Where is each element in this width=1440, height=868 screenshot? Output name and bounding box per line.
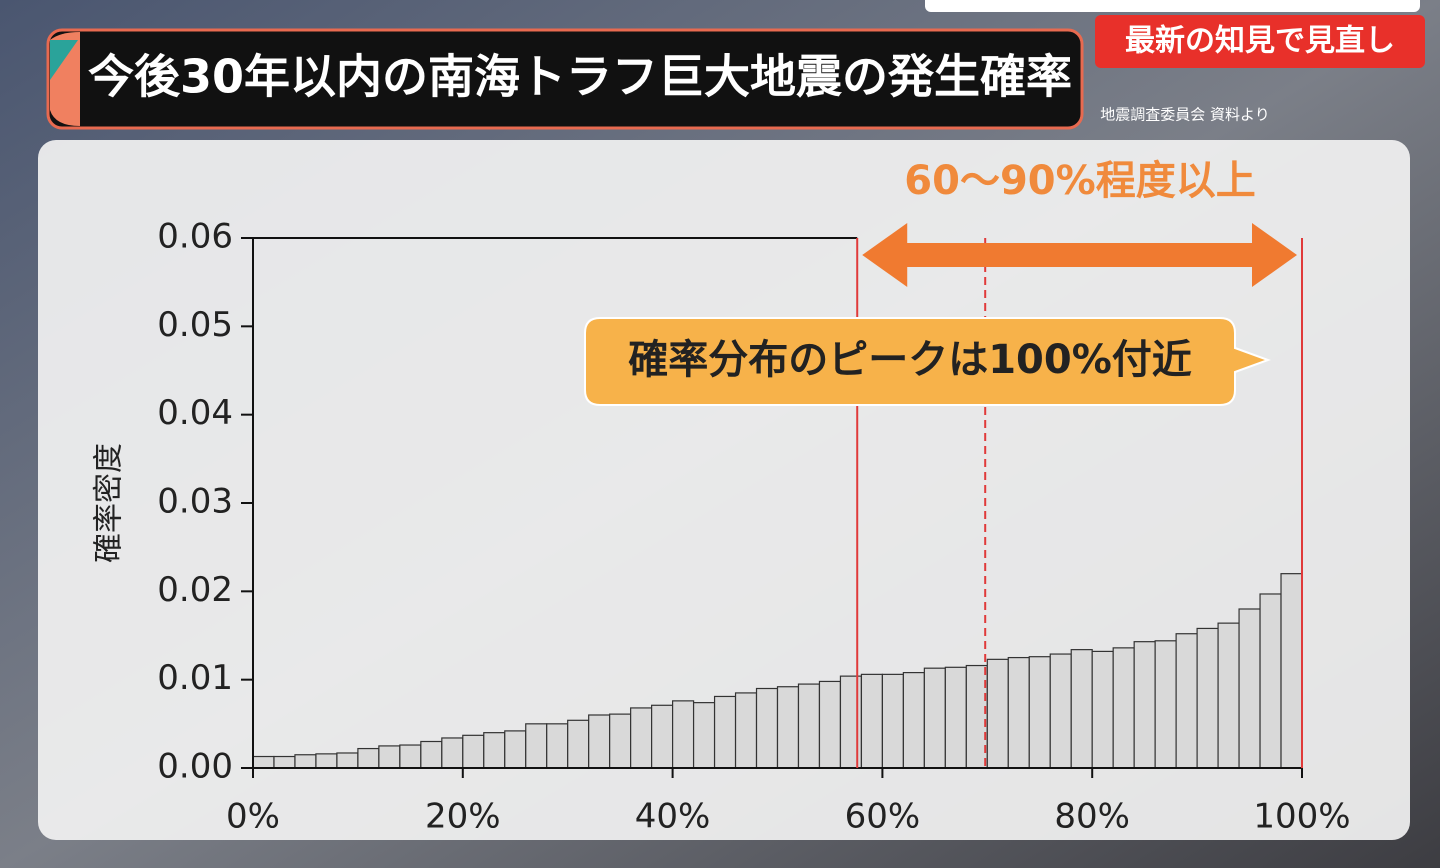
bar bbox=[1238, 608, 1261, 769]
bar bbox=[755, 687, 779, 769]
x-tick-label: 20% bbox=[425, 797, 501, 837]
bar bbox=[1280, 573, 1303, 769]
bar bbox=[420, 740, 443, 769]
y-tick-label: 0.00 bbox=[157, 747, 233, 787]
bar bbox=[965, 664, 988, 769]
y-tick-label: 0.01 bbox=[157, 658, 233, 698]
bar bbox=[399, 744, 422, 769]
bar bbox=[252, 755, 275, 769]
source: 地震調査委員会 資料より bbox=[1100, 106, 1269, 124]
bar bbox=[315, 753, 338, 769]
badge-box bbox=[1095, 15, 1425, 68]
bar bbox=[1091, 650, 1114, 769]
bar bbox=[441, 737, 464, 769]
bar bbox=[671, 700, 695, 769]
range-label: 60〜90%程度以上 bbox=[904, 158, 1255, 204]
bar bbox=[1112, 647, 1135, 769]
bar bbox=[294, 754, 317, 769]
bar bbox=[986, 658, 1009, 769]
top-box bbox=[925, 0, 1420, 12]
bar bbox=[1217, 622, 1240, 769]
bar bbox=[1259, 593, 1282, 769]
y-tick-label: 0.02 bbox=[157, 570, 233, 610]
bar bbox=[713, 695, 737, 769]
y-axis-label: 確率密度 bbox=[92, 443, 127, 563]
bar bbox=[1049, 653, 1072, 769]
bar bbox=[336, 752, 359, 769]
bar bbox=[462, 734, 485, 769]
range-arrow bbox=[862, 223, 1297, 287]
x-tick-label: 60% bbox=[845, 797, 921, 837]
bar bbox=[504, 730, 527, 769]
badge: 最新の知見で見直し bbox=[1125, 24, 1395, 59]
bar bbox=[1196, 627, 1219, 769]
bar bbox=[839, 675, 863, 769]
y-tick-label: 0.03 bbox=[157, 482, 233, 522]
bar bbox=[734, 692, 758, 769]
bar bbox=[378, 745, 401, 769]
title-box bbox=[46, 28, 1084, 130]
bar bbox=[525, 723, 548, 769]
x-tick-label: 40% bbox=[635, 797, 711, 837]
bar bbox=[1133, 641, 1156, 769]
x-tick-label: 0% bbox=[226, 797, 280, 837]
bar bbox=[692, 702, 716, 769]
bar bbox=[1070, 649, 1093, 769]
x-tick-label: 100% bbox=[1253, 797, 1350, 837]
callout-box bbox=[584, 317, 1271, 406]
bar bbox=[1154, 640, 1177, 769]
bar bbox=[483, 732, 506, 769]
bar bbox=[944, 666, 967, 769]
bar bbox=[1007, 656, 1030, 769]
bar bbox=[860, 673, 883, 769]
bar bbox=[923, 667, 946, 769]
bar bbox=[588, 714, 611, 769]
y-tick-label: 0.04 bbox=[157, 393, 233, 433]
chart-title: 今後30年以内の南海トラフ巨大地震の発生確率 bbox=[88, 50, 1072, 104]
bar bbox=[609, 713, 632, 769]
bar bbox=[651, 704, 674, 769]
bar bbox=[1028, 656, 1051, 769]
bar bbox=[797, 683, 821, 769]
y-tick-label: 0.05 bbox=[157, 305, 233, 345]
bar bbox=[776, 686, 800, 769]
title-deco bbox=[50, 40, 78, 80]
bar bbox=[357, 747, 380, 769]
bar bbox=[273, 755, 296, 769]
bar bbox=[546, 723, 569, 769]
x-tick-label: 80% bbox=[1054, 797, 1130, 837]
bar bbox=[881, 673, 904, 769]
y-tick-label: 0.06 bbox=[157, 217, 233, 257]
bar bbox=[630, 707, 653, 769]
bar bbox=[1175, 633, 1198, 769]
bar bbox=[567, 719, 590, 769]
callout: 確率分布のピークは100%付近 bbox=[628, 337, 1192, 383]
bar bbox=[902, 671, 925, 769]
bar bbox=[818, 680, 842, 769]
